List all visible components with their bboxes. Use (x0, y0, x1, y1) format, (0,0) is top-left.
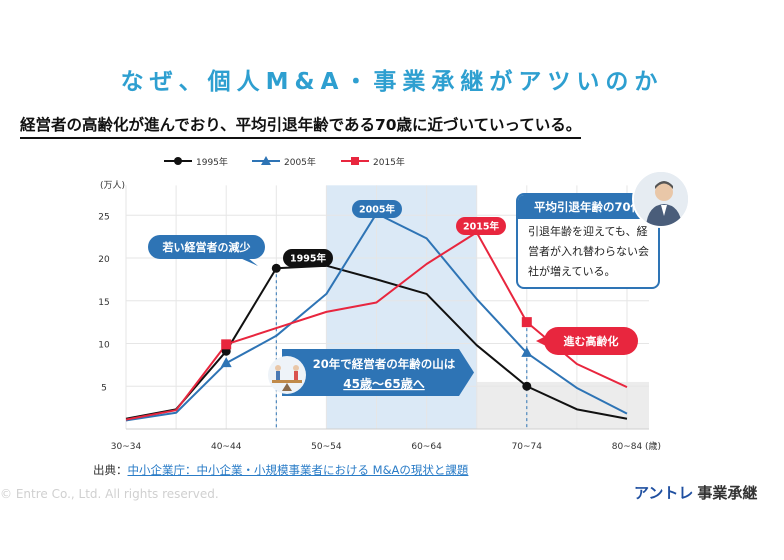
illustration-plank (272, 380, 302, 383)
legend-marker (351, 157, 359, 165)
annotation-young-decline-bg (148, 235, 265, 259)
source-citation: 出典：中小企業庁：中小企業・小規模事業者における M&Aの現状と課題 (93, 462, 468, 478)
y-tick-label: 25 (98, 212, 109, 222)
note-line: 社が増えている。 (528, 265, 616, 278)
page-title: なぜ、個人M&A・事業承継がアツいのか (120, 69, 664, 95)
note-line: 営者が入れ替わらない会 (528, 245, 649, 258)
annotation-pointer (240, 258, 258, 266)
y-tick-label: 10 (98, 341, 110, 351)
data-point (271, 263, 281, 273)
source-prefix: 出典： (93, 463, 128, 477)
data-point (521, 346, 533, 357)
illustration-pivot (282, 383, 292, 391)
annotation-young-decline: 若い経営者の減少 (163, 240, 251, 254)
y-tick-label: 5 (101, 383, 107, 393)
annotation-peak-line1: 20年で経営者の年齢の山は (313, 357, 456, 371)
y-tick-label: 20 (98, 255, 110, 265)
data-point (522, 381, 532, 391)
brand-logo: アントレ 事業承継 (634, 482, 757, 503)
annotation-label-2005: 2005年 (359, 203, 395, 215)
annotation-label-2005-bg (352, 200, 402, 218)
legend-marker (174, 157, 182, 165)
annotation-peak-line2: 45歳〜65歳へ (343, 376, 424, 391)
x-tick-label: 50~54 (311, 442, 342, 452)
aging-range-band (476, 381, 649, 429)
legend-label: 1995年 (196, 156, 228, 168)
data-point (220, 357, 232, 368)
x-tick-label: 60~64 (411, 442, 442, 452)
series-line-2015年 (125, 231, 628, 421)
x-tick-label: 40~44 (211, 442, 242, 452)
seesaw-illustration-icon (268, 356, 306, 394)
annotation-label-2015-bg (456, 217, 506, 235)
series-line-1995年 (125, 264, 628, 420)
data-point (221, 339, 232, 350)
illustration-person (293, 365, 299, 371)
illustration-person (275, 365, 281, 371)
annotation-label-2015: 2015年 (463, 220, 499, 232)
x-tick-label: 30~34 (111, 442, 142, 452)
y-tick-label: 15 (98, 298, 109, 308)
brand-name: アントレ (634, 484, 694, 502)
businessman-avatar-icon (632, 170, 690, 228)
page-subtitle: 経営者の高齢化が進んでおり、平均引退年齢である70歳に近づいていっている。 (20, 113, 582, 139)
annotation-aging: 進む高齢化 (564, 334, 619, 348)
legend-label: 2005年 (284, 156, 316, 168)
x-axis-label: (歳) (645, 440, 661, 452)
annotation-label-1995-bg (283, 249, 333, 267)
data-point (521, 317, 532, 328)
peak-shift-arrow (282, 349, 474, 396)
brand-suffix: 事業承継 (697, 484, 758, 502)
copyright-text: © Entre Co., Ltd. All rights reserved. (0, 487, 219, 501)
source-link[interactable]: 中小企業庁：中小企業・小規模事業者における M&Aの現状と課題 (127, 463, 469, 477)
legend-marker (261, 156, 271, 165)
note-line: 引退年齢を迎えても、経 (528, 225, 648, 238)
legend-label: 2015年 (373, 156, 405, 168)
x-tick-label: 70~74 (512, 442, 543, 452)
annotation-label-1995: 1995年 (290, 252, 326, 264)
illustration-person (276, 371, 280, 380)
annotation-pointer (536, 335, 548, 347)
annotation-aging-bg (544, 327, 638, 355)
y-axis-label: (万人) (100, 180, 125, 191)
x-tick-label: 80~84 (612, 442, 643, 452)
illustration-person (294, 371, 298, 380)
